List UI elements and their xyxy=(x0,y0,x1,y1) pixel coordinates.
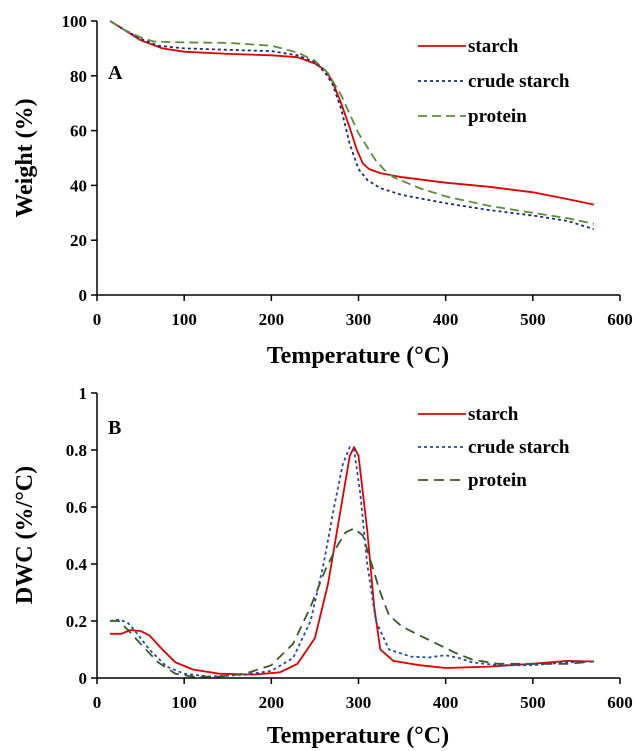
panel-b-x-tick-label: 200 xyxy=(259,693,285,712)
panel-b-legend-label-crude-starch: crude starch xyxy=(468,437,570,458)
panel-b-y-tick-label: 0.4 xyxy=(66,555,88,574)
panel-a-x-tick-label: 0 xyxy=(93,310,102,329)
panel-b-y-tick-label: 0.6 xyxy=(66,498,87,517)
panel-a-legend: starch crude starch protein xyxy=(418,36,570,127)
panel-a-x-tick-label: 600 xyxy=(607,310,633,329)
panel-b-y-tick-label: 0 xyxy=(79,669,88,688)
panel-a: 0 20 40 60 80 100 0 100 200 300 400 500 600 A Temper… xyxy=(12,12,633,369)
panel-b-x-axis-title: Temperature (°C) xyxy=(267,723,449,749)
panel-b-y-tick-label: 1 xyxy=(79,384,88,403)
panel-a-x-tick-label: 300 xyxy=(346,310,372,329)
panel-a-x-tick-label: 100 xyxy=(171,310,197,329)
panel-b-x-tick-label: 300 xyxy=(346,693,372,712)
panel-a-legend-label-protein: protein xyxy=(468,106,527,127)
panel-a-y-tick-label: 0 xyxy=(79,286,88,305)
panel-b-x-tick-label: 600 xyxy=(607,693,633,712)
panel-b-legend-label-starch: starch xyxy=(468,404,519,425)
panel-b: 0 0.2 0.4 0.6 0.8 1 0 100 200 300 400 500 600 B Temp… xyxy=(12,384,633,749)
panel-a-y-tick-label: 60 xyxy=(70,122,87,141)
panel-a-label: A xyxy=(108,62,123,84)
panel-a-plot-area: 0 20 40 60 80 100 0 100 200 300 400 500 600 xyxy=(62,12,633,329)
panel-b-y-axis-title: DWC (%/°C) xyxy=(12,466,38,604)
panel-b-y-tick-label: 0.8 xyxy=(66,441,87,460)
panel-a-x-tick-label: 400 xyxy=(433,310,459,329)
panel-b-series-protein-line xyxy=(110,527,594,678)
panel-b-x-tick-label: 500 xyxy=(520,693,546,712)
panel-a-y-tick-label: 20 xyxy=(70,231,87,250)
panel-a-series-starch-line xyxy=(109,20,594,206)
panel-a-y-tick-label: 80 xyxy=(70,67,87,86)
panel-b-legend: starch crude starch protein xyxy=(418,404,570,491)
panel-a-y-axis-title: Weight (%) xyxy=(12,98,38,217)
panel-b-x-tick-label: 100 xyxy=(171,693,197,712)
panel-a-x-tick-label: 500 xyxy=(520,310,546,329)
panel-b-legend-label-protein: protein xyxy=(468,470,527,491)
panel-a-series-protein-line xyxy=(109,20,594,225)
panel-a-legend-label-crude-starch: crude starch xyxy=(468,71,570,92)
panel-a-x-axis-title: Temperature (°C) xyxy=(267,343,449,369)
panel-a-legend-label-starch: starch xyxy=(468,36,519,57)
panel-a-series-crude-starch-line xyxy=(109,20,595,231)
panel-a-y-tick-label: 40 xyxy=(70,176,87,195)
panel-b-x-tick-label: 0 xyxy=(93,693,102,712)
panel-b-plot-area: 0 0.2 0.4 0.6 0.8 1 0 100 200 300 400 500 600 xyxy=(66,384,633,712)
panel-b-label: B xyxy=(108,417,121,439)
panel-a-y-tick-label: 100 xyxy=(62,12,88,31)
panel-b-series-starch-line xyxy=(110,446,594,676)
panel-a-x-tick-label: 200 xyxy=(259,310,285,329)
panel-b-y-tick-label: 0.2 xyxy=(66,612,87,631)
panel-b-x-tick-label: 400 xyxy=(433,693,459,712)
panel-b-series-crude-starch-line xyxy=(109,446,594,678)
